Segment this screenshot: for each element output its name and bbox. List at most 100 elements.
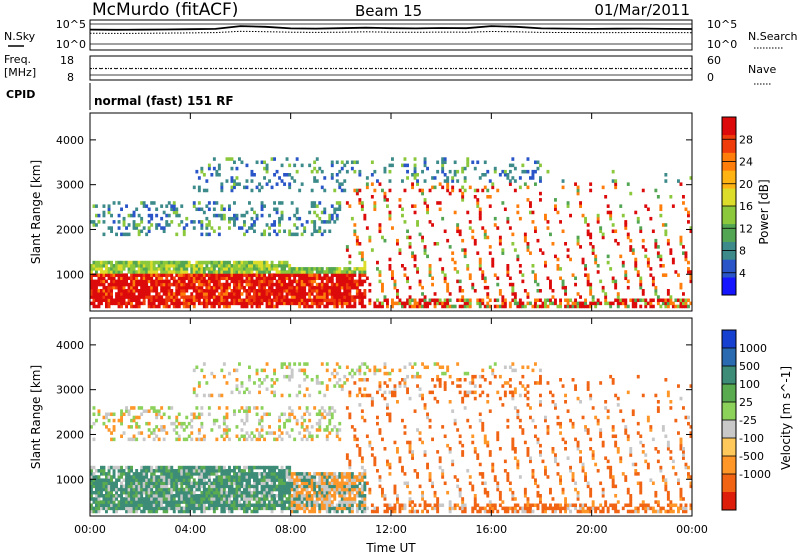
heatmap-cell [333, 494, 337, 498]
heatmap-cell [564, 242, 568, 246]
heatmap-cell [338, 503, 342, 508]
heatmap-cell [95, 487, 98, 492]
heatmap-cell [458, 188, 462, 193]
heatmap-cell [275, 182, 279, 186]
heatmap-cell [160, 226, 164, 230]
heatmap-cell [245, 304, 249, 309]
heatmap-cell [120, 289, 124, 293]
heatmap-cell [228, 490, 231, 495]
heatmap-cell [318, 276, 322, 281]
heatmap-cell [288, 289, 292, 293]
heatmap-cell [210, 469, 214, 473]
heatmap-cell [142, 264, 146, 268]
heatmap-cell [333, 273, 337, 277]
heatmap-cell [320, 289, 324, 293]
heatmap-cell [177, 213, 181, 218]
heatmap-cell [147, 289, 151, 293]
heatmap-cell [343, 481, 347, 486]
heatmap-cell [265, 472, 269, 476]
heatmap-cell [305, 276, 309, 281]
heatmap-cell [411, 298, 415, 303]
heatmap-cell [358, 301, 362, 306]
heatmap-cell [185, 478, 189, 482]
heatmap-cell [408, 443, 412, 448]
heatmap-cell [365, 276, 369, 281]
heatmap-cell [303, 229, 307, 234]
heatmap-cell [268, 276, 272, 281]
heatmap-cell [152, 431, 156, 435]
heatmap-cell [358, 251, 362, 255]
heatmap-cell [325, 484, 329, 489]
heatmap-cell [448, 506, 452, 511]
heatmap-cell [132, 490, 136, 495]
heatmap-cell [132, 494, 136, 498]
heatmap-cell [177, 412, 181, 417]
heatmap-cell [466, 157, 470, 161]
heatmap-cell [130, 295, 134, 299]
heatmap-cell [273, 393, 277, 398]
heatmap-cell [564, 298, 568, 303]
heatmap-cell [150, 406, 154, 410]
colorbar-tick-label: 12 [739, 222, 753, 235]
heatmap-cell [288, 264, 292, 268]
heatmap-cell [157, 260, 161, 265]
heatmap-cell [536, 166, 540, 171]
heatmap-cell [679, 301, 683, 306]
heatmap-cell [130, 289, 134, 293]
heatmap-cell [526, 242, 530, 246]
heatmap-cell [205, 465, 209, 470]
heatmap-cell [172, 279, 176, 284]
heatmap-cell [243, 469, 246, 473]
heatmap-cell [117, 273, 121, 277]
heatmap-cell [689, 226, 693, 230]
heatmap-cell [245, 481, 249, 486]
heatmap-cell [255, 267, 259, 271]
heatmap-cell [250, 264, 254, 268]
heatmap-cell [288, 216, 292, 221]
heatmap-cell [170, 301, 174, 306]
heatmap-cell [142, 279, 146, 284]
heatmap-cell [157, 481, 161, 486]
heatmap-cell [125, 232, 129, 237]
heatmap-cell [461, 295, 465, 299]
heatmap-cell [170, 292, 174, 296]
heatmap-cell [310, 503, 314, 508]
heatmap-cell [611, 301, 615, 306]
heatmap-cell [358, 188, 362, 193]
heatmap-cell [147, 279, 151, 284]
heatmap-cell [120, 490, 124, 495]
heatmap-cell [162, 289, 166, 293]
heatmap-cell [217, 487, 221, 492]
heatmap-cell [325, 472, 329, 476]
heatmap-cell [233, 220, 236, 224]
heatmap-cell [343, 292, 347, 296]
heatmap-cell [363, 270, 367, 274]
heatmap-cell [140, 465, 144, 470]
heatmap-cell [120, 500, 124, 504]
heatmap-cell [601, 285, 605, 290]
heatmap-cell [358, 403, 362, 407]
heatmap-cell [574, 304, 578, 309]
heatmap-cell [295, 418, 299, 423]
heatmap-cell [243, 500, 246, 504]
heatmap-cell [170, 478, 174, 482]
heatmap-cell [192, 264, 196, 268]
heatmap-cell [175, 292, 179, 296]
heatmap-cell [333, 506, 337, 511]
heatmap-cell [225, 500, 229, 504]
heatmap-cell [172, 469, 176, 473]
heatmap-cell [145, 409, 149, 413]
heatmap-cell [197, 279, 201, 284]
heatmap-cell [644, 248, 648, 252]
heatmap-cell [345, 273, 349, 277]
heatmap-cell [310, 425, 314, 429]
heatmap-cell [411, 509, 415, 514]
heatmap-cell [303, 478, 307, 482]
heatmap-cell [283, 264, 287, 268]
heatmap-cell [162, 469, 166, 473]
heatmap-cell [436, 378, 440, 382]
heatmap-cell [295, 292, 299, 296]
heatmap-cell [258, 285, 262, 290]
heatmap-cell [235, 282, 239, 287]
heatmap-cell [92, 490, 96, 495]
